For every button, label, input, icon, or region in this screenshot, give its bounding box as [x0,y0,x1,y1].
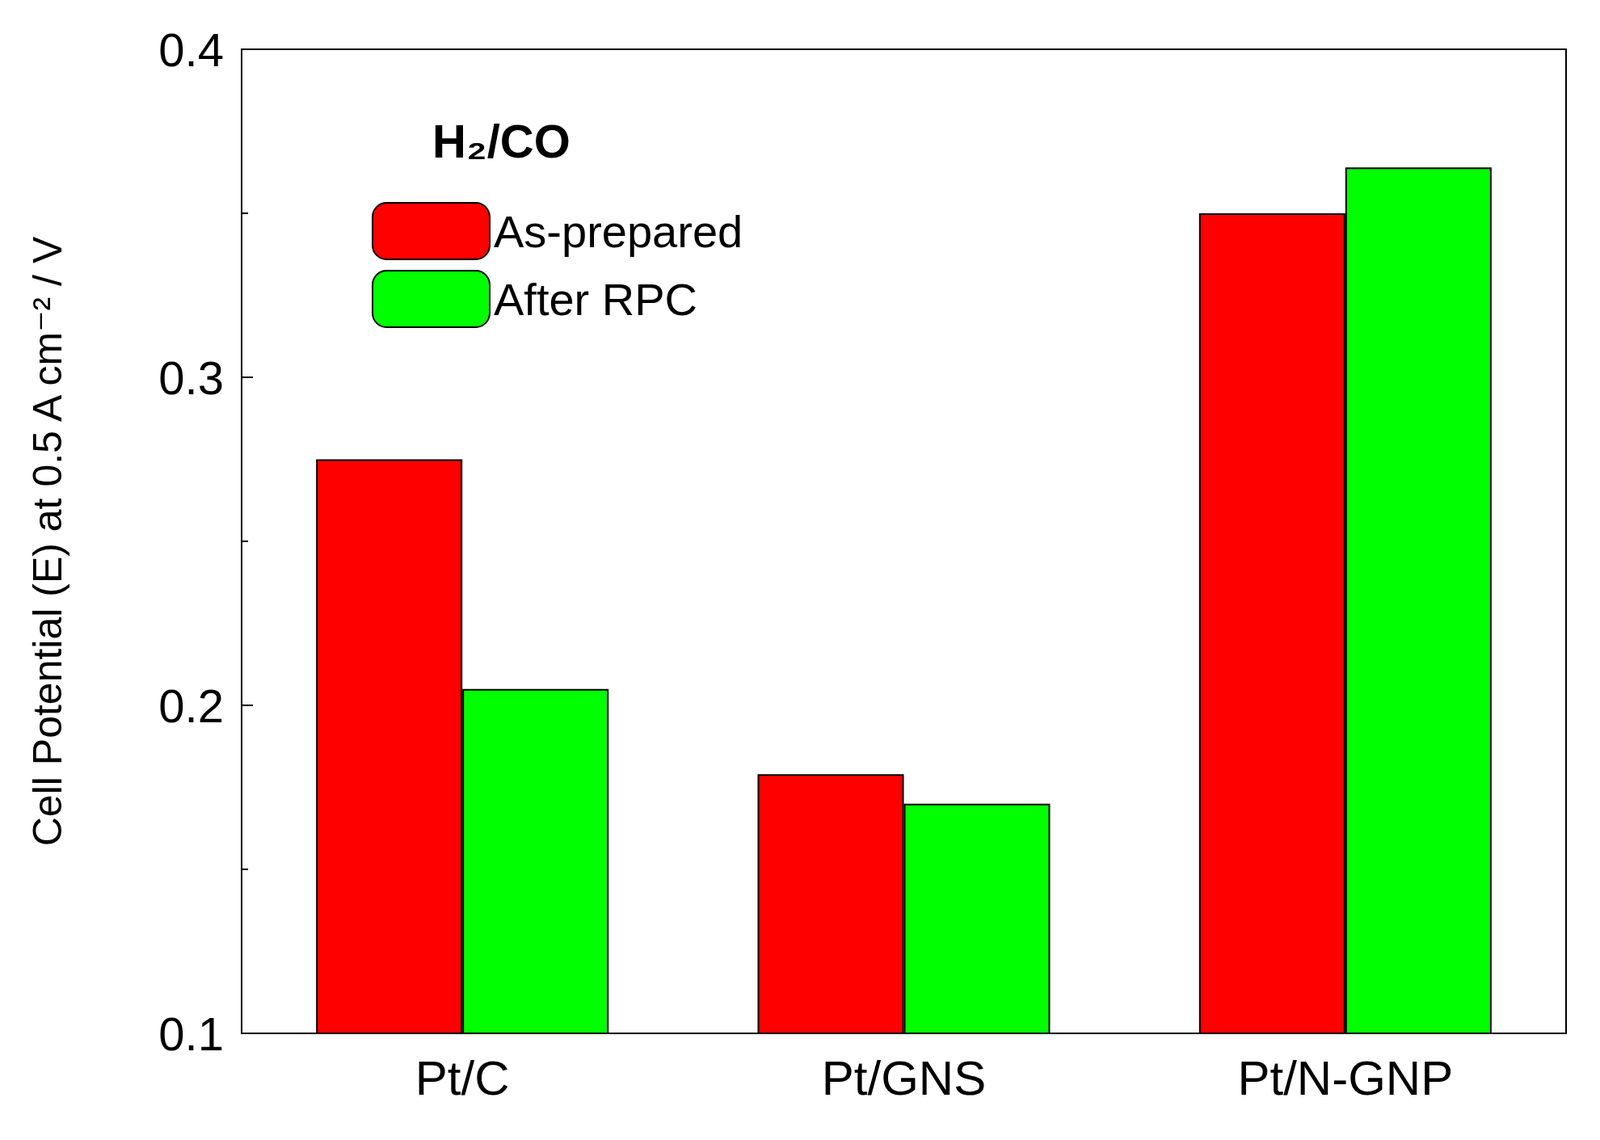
svg-text:Pt/C: Pt/C [415,1051,510,1106]
svg-text:As-prepared: As-prepared [493,206,743,257]
svg-text:Cell Potential (E) at 0.5 A cm: Cell Potential (E) at 0.5 A cm⁻² / V [25,235,71,847]
svg-text:Pt/N-GNP: Pt/N-GNP [1237,1051,1453,1106]
svg-text:After RPC: After RPC [493,273,698,325]
svg-text:0.1: 0.1 [158,1007,224,1061]
svg-text:H₂/CO: H₂/CO [432,114,571,168]
svg-text:0.2: 0.2 [158,679,224,733]
svg-text:Pt/GNS: Pt/GNS [821,1051,986,1106]
svg-text:0.3: 0.3 [158,351,224,405]
svg-text:0.4: 0.4 [158,23,224,76]
